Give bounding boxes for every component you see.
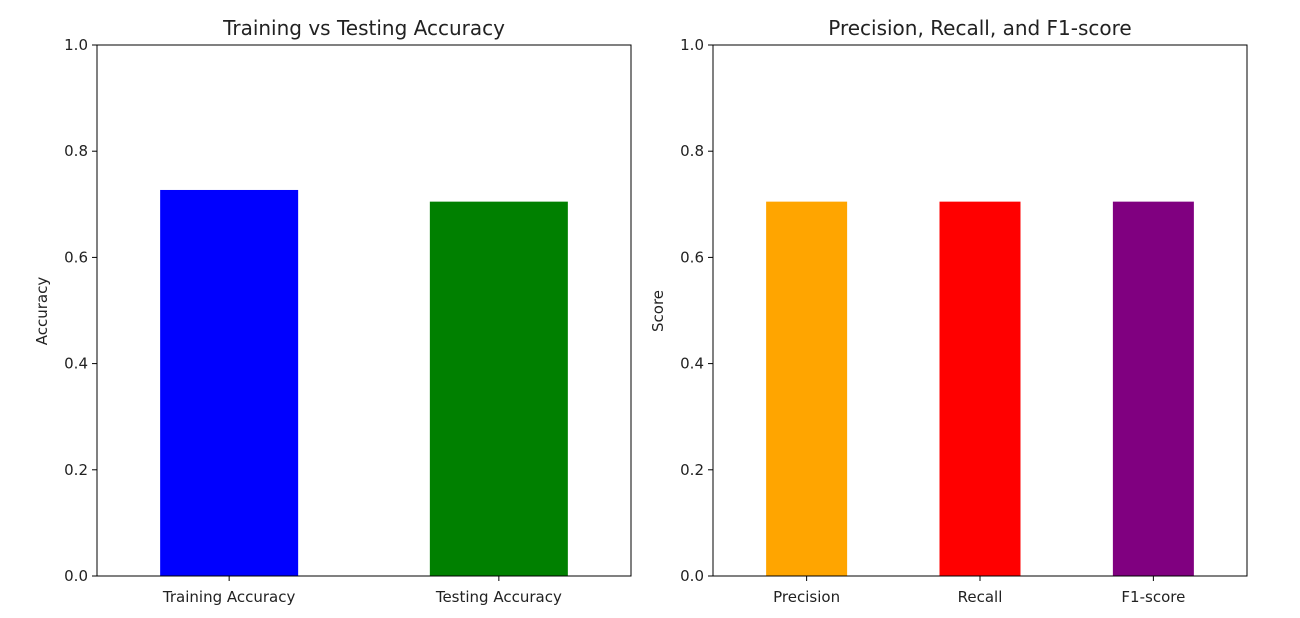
accuracy-y-tick-label: 0.0 [64, 567, 88, 585]
metrics-y-tick-label: 1.0 [680, 36, 704, 54]
metrics-bar-f1-score [1112, 201, 1194, 576]
metrics-y-tick-label: 0.6 [680, 248, 704, 266]
metrics-bar-precision [766, 201, 848, 576]
metrics-y-tick-label: 0.0 [680, 567, 704, 585]
accuracy-y-axis-label: Accuracy [33, 277, 51, 346]
accuracy-plot-frame [96, 44, 632, 577]
accuracy-bars [160, 189, 568, 576]
metrics-y-tick-label: 0.2 [680, 461, 704, 479]
metrics-y-tick-label: 0.4 [680, 355, 704, 373]
metrics-bars [766, 201, 1194, 576]
metrics-x-tick-label: Recall [958, 588, 1003, 606]
accuracy-y-ticks: 0.0 0.2 0.4 0.6 0.8 1.0 [64, 36, 97, 585]
accuracy-y-tick-label: 1.0 [64, 36, 88, 54]
metrics-plot-frame [712, 44, 1248, 577]
metrics-x-tick-label: Precision [773, 588, 840, 606]
metrics-y-tick-label: 0.8 [680, 142, 704, 160]
metrics-y-axis-label: Score [649, 290, 667, 332]
metrics-y-ticks: 0.0 0.2 0.4 0.6 0.8 1.0 [680, 36, 713, 585]
accuracy-chart: Training vs Testing Accuracy Accuracy 0.… [33, 16, 632, 606]
accuracy-bar-testing-accuracy [429, 201, 568, 576]
accuracy-y-tick-label: 0.6 [64, 248, 88, 266]
metrics-x-ticks: Precision Recall F1-score [773, 576, 1185, 606]
accuracy-y-tick-label: 0.8 [64, 142, 88, 160]
metrics-chart-title: Precision, Recall, and F1-score [828, 16, 1132, 40]
accuracy-x-tick-label: Testing Accuracy [435, 588, 562, 606]
accuracy-x-ticks: Training Accuracy Testing Accuracy [162, 576, 562, 606]
accuracy-chart-title: Training vs Testing Accuracy [222, 16, 505, 40]
metrics-x-tick-label: F1-score [1121, 588, 1185, 606]
metrics-chart: Precision, Recall, and F1-score Score 0.… [649, 16, 1248, 606]
accuracy-bar-training-accuracy [160, 189, 299, 576]
accuracy-y-tick-label: 0.2 [64, 461, 88, 479]
metrics-bar-recall [939, 201, 1021, 576]
accuracy-y-tick-label: 0.4 [64, 355, 88, 373]
accuracy-x-tick-label: Training Accuracy [162, 588, 296, 606]
